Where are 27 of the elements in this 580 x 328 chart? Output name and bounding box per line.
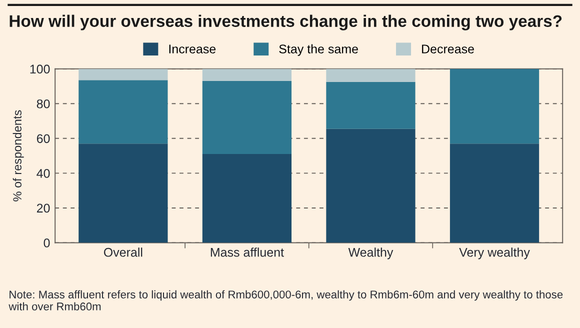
bar xyxy=(326,82,416,129)
x-tick-label: Very wealthy xyxy=(459,248,530,260)
x-tick-label: Wealthy xyxy=(348,248,394,260)
y-tick-label: 60 xyxy=(36,134,50,144)
legend-label: Stay the same xyxy=(279,44,358,56)
bar xyxy=(450,68,540,144)
chart-title: How will your overseas investments change in the coming two years? xyxy=(10,14,562,30)
legend-label: Increase xyxy=(169,44,216,54)
y-tick-label: 20 xyxy=(36,204,50,213)
x-tick-label: Overall xyxy=(104,248,142,257)
bar xyxy=(202,154,292,243)
bar xyxy=(78,144,168,243)
bar xyxy=(326,68,416,82)
bar xyxy=(78,68,168,80)
x-tick-label: Mass affluent xyxy=(210,248,284,257)
y-tick-label: 0 xyxy=(44,238,50,248)
bar xyxy=(450,144,540,243)
bar xyxy=(78,80,168,144)
y-axis-title: % of respondents xyxy=(12,110,24,202)
bar xyxy=(202,81,292,154)
bar xyxy=(326,128,416,243)
bar xyxy=(202,68,292,82)
y-tick-label: 100 xyxy=(30,64,50,74)
text: Note: Mass affluent refers to liquid wealth of Rmb600,000-6m, wealthy to Rmb6m-60m and very wealthy to those with over Rmb60m xyxy=(8,290,563,310)
legend-label: Decrease xyxy=(422,44,474,54)
y-tick-label: 40 xyxy=(36,168,50,178)
y-tick-label: 80 xyxy=(36,99,50,108)
